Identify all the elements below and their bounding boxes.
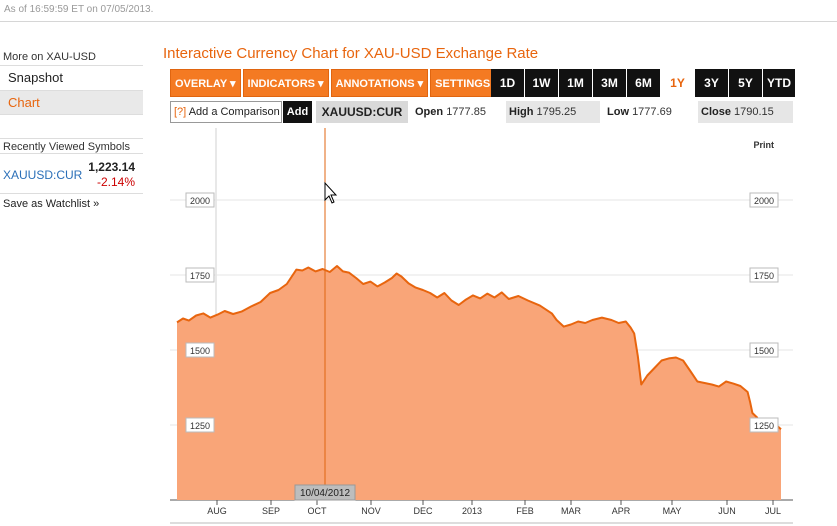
crosshair-date-label: 10/04/2012 [300, 488, 350, 499]
low-label: Low [607, 106, 629, 118]
recent-symbol-price: 1,223.14 [88, 160, 135, 174]
sidebar-heading: More on XAU-USD [3, 51, 96, 63]
annotations-menu-button[interactable]: ANNOTATIONS ▾ [330, 69, 429, 97]
x-tick-label: JUL [765, 506, 781, 516]
x-tick-label: OCT [308, 506, 328, 516]
y-tick-label-left: 1500 [190, 346, 210, 356]
x-tick-label: NOV [361, 506, 381, 516]
save-watchlist-link[interactable]: Save as Watchlist » [3, 198, 100, 210]
range-button-5y[interactable]: 5Y [729, 69, 762, 97]
help-icon[interactable]: [?] [174, 106, 187, 118]
x-tick-label: DEC [413, 506, 433, 516]
x-tick-label: 2013 [462, 506, 482, 516]
add-comparison-button[interactable]: Add [283, 101, 312, 123]
sidebar: More on XAU-USD Snapshot Chart Recently … [0, 50, 143, 210]
y-tick-label-box-left [185, 267, 215, 283]
y-tick-label-left: 1750 [190, 271, 210, 281]
add-comparison-label: Add a Comparison [188, 106, 280, 118]
x-tick-label: MAY [663, 506, 682, 516]
range-button-3y[interactable]: 3Y [695, 69, 728, 97]
y-tick-label-box-right [749, 267, 779, 283]
chart-toolbar: OVERLAY ▾ INDICATORS ▾ ANNOTATIONS ▾ SET… [170, 69, 506, 97]
last-updated-timestamp: As of 16:59:59 ET on 07/05/2013. [4, 4, 154, 15]
y-tick-label-left: 1250 [190, 421, 210, 431]
range-button-1y[interactable]: 1Y [661, 69, 694, 97]
x-tick-label: APR [612, 506, 631, 516]
chart-title: Interactive Currency Chart for XAU-USD E… [163, 45, 539, 62]
range-button-ytd[interactable]: YTD [763, 69, 795, 97]
close-label: Close [701, 106, 731, 118]
price-line [176, 265, 782, 432]
price-chart[interactable]: 1250 1250 1500 1500 1750 1750 2000 2000 AUG SEP OC… [170, 128, 793, 526]
low-stat: Low 1777.69 [604, 101, 692, 123]
open-value: 1777.85 [446, 106, 486, 118]
y-tick-label-left: 2000 [190, 196, 210, 206]
y-tick-label-box-right [749, 342, 779, 358]
price-chart-svg[interactable]: 1250 1250 1500 1500 1750 1750 2000 2000 AUG SEP OC… [170, 128, 793, 526]
y-tick-label-right: 2000 [754, 196, 774, 206]
y-tick-label-box-left [185, 417, 215, 433]
y-tick-label-box-left [185, 192, 215, 208]
range-button-3m[interactable]: 3M [593, 69, 626, 97]
high-value: 1795.25 [536, 106, 577, 118]
close-stat: Close 1790.15 [698, 101, 793, 123]
y-tick-label-right: 1250 [754, 421, 774, 431]
high-label: High [509, 106, 534, 118]
quote-info-bar: [?] Add a Comparison Add XAUUSD:CUR Open… [170, 101, 793, 123]
indicators-menu-button[interactable]: INDICATORS ▾ [242, 69, 329, 97]
low-value: 1777.69 [632, 106, 672, 118]
range-button-1m[interactable]: 1M [559, 69, 592, 97]
header-divider [0, 21, 837, 22]
x-tick-label: MAR [561, 506, 582, 516]
range-button-1w[interactable]: 1W [525, 69, 558, 97]
y-tick-label-right: 1500 [754, 346, 774, 356]
x-tick-label: JUN [718, 506, 736, 516]
range-button-6m[interactable]: 6M [627, 69, 660, 97]
sidebar-item-snapshot[interactable]: Snapshot [0, 65, 143, 90]
overlay-menu-button[interactable]: OVERLAY ▾ [170, 69, 241, 97]
y-tick-label-box-right [749, 192, 779, 208]
open-label: Open [415, 106, 444, 118]
crosshair-date-box [294, 484, 356, 501]
sidebar-item-chart[interactable]: Chart [0, 90, 143, 115]
recent-symbols-heading: Recently Viewed Symbols [0, 138, 143, 154]
time-range-selector: 1D 1W 1M 3M 6M 1Y 3Y 5Y YTD [491, 69, 796, 97]
y-tick-label-box-right [749, 417, 779, 433]
open-stat: Open 1777.85 [412, 101, 500, 123]
x-tick-label: FEB [516, 506, 534, 516]
mouse-pointer-icon [324, 181, 338, 204]
recent-symbol-row: XAUUSD:CUR 1,223.14 -2.14% [0, 154, 143, 194]
x-tick-label: AUG [207, 506, 227, 516]
add-comparison-input[interactable]: [?] Add a Comparison [170, 101, 282, 123]
range-button-1d[interactable]: 1D [491, 69, 524, 97]
current-symbol: XAUUSD:CUR [316, 101, 408, 123]
recent-symbol-change: -2.14% [96, 175, 135, 189]
x-tick-label: SEP [262, 506, 280, 516]
recent-symbol-link[interactable]: XAUUSD:CUR [3, 168, 83, 182]
print-link[interactable]: Print [753, 140, 774, 150]
price-area [177, 266, 781, 500]
high-stat: High 1795.25 [506, 101, 600, 123]
y-tick-label-right: 1750 [754, 271, 774, 281]
close-value: 1790.15 [734, 106, 774, 118]
y-tick-label-box-left [185, 342, 215, 358]
